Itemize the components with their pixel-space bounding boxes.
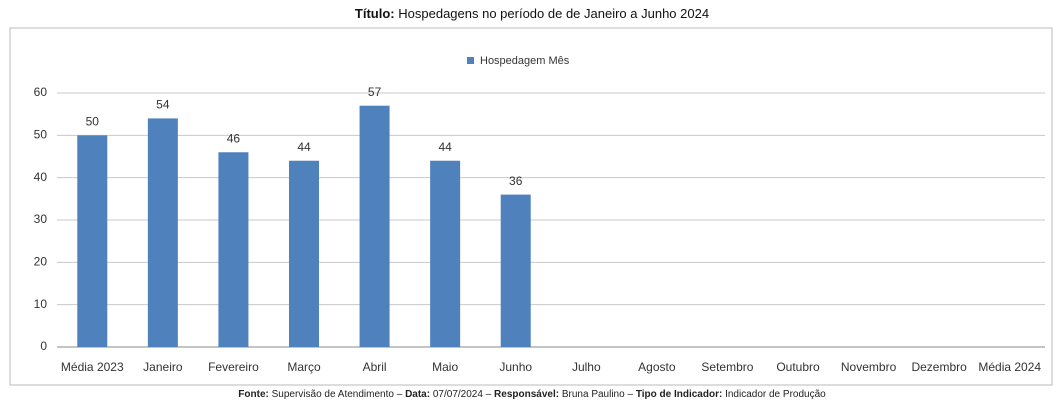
- x-tick-label: Junho: [499, 360, 532, 374]
- x-tick-label: Média 2024: [978, 360, 1041, 374]
- data-label: 50: [86, 115, 100, 129]
- bar: [77, 135, 108, 347]
- chart-frame: [9, 27, 1053, 386]
- data-label: 44: [438, 140, 452, 154]
- x-tick-label: Agosto: [638, 360, 676, 374]
- data-label: 57: [368, 85, 382, 99]
- y-tick-label: 50: [34, 128, 48, 142]
- legend-label: Hospedagem Mês: [480, 55, 570, 67]
- y-tick-label: 60: [34, 85, 48, 99]
- bar: [218, 152, 249, 347]
- x-tick-label: Julho: [572, 360, 601, 374]
- footer-separator: –: [396, 389, 403, 400]
- x-tick-label: Fevereiro: [208, 360, 259, 374]
- data-label: 46: [227, 131, 241, 145]
- footer-label: Tipo de Indicador:: [635, 389, 723, 400]
- x-tick-label: Maio: [432, 360, 458, 374]
- data-label: 44: [297, 140, 311, 154]
- x-tick-label: Outubro: [776, 360, 820, 374]
- footer-value: 07/07/2024: [432, 389, 483, 400]
- title: Hospedagens no período de de Janeiro a J…: [398, 6, 710, 21]
- y-tick-label: 0: [40, 339, 47, 353]
- bar: [147, 118, 178, 348]
- x-tick-label: Novembro: [841, 360, 897, 374]
- footer-value: Indicador de Produção: [725, 389, 826, 400]
- x-tick-label: Setembro: [701, 360, 753, 374]
- y-tick-label: 20: [34, 255, 48, 269]
- footer-label: Data:: [405, 389, 431, 400]
- bar: [289, 160, 319, 347]
- footer-value: Supervisão de Atendimento: [271, 389, 394, 400]
- footer-label: Fonte:: [238, 389, 269, 400]
- footer-value: Bruna Paulino: [561, 389, 625, 400]
- footer-separator: –: [627, 389, 634, 400]
- footer-separator: –: [485, 389, 492, 400]
- footer: Fonte: Supervisão de Atendimento – Data:…: [0, 389, 1064, 400]
- x-tick-label: Janeiro: [143, 360, 183, 374]
- y-tick-label: 30: [34, 212, 48, 226]
- bar: [430, 160, 461, 347]
- y-tick-label: 40: [34, 170, 48, 184]
- bar: [500, 194, 531, 347]
- title-label: Título:: [354, 6, 395, 21]
- x-tick-label: Dezembro: [911, 360, 967, 374]
- x-tick-label: Março: [287, 360, 321, 374]
- legend-swatch: [467, 57, 474, 64]
- x-tick-label: Média 2023: [61, 360, 124, 374]
- x-tick-label: Abril: [363, 360, 387, 374]
- footer-label: Responsável:: [494, 389, 560, 400]
- data-label: 36: [509, 174, 523, 188]
- bar: [359, 105, 390, 347]
- y-tick-label: 10: [34, 297, 48, 311]
- data-label: 54: [156, 98, 170, 112]
- header: Título: Hospedagens no período de de Jan…: [0, 6, 1064, 21]
